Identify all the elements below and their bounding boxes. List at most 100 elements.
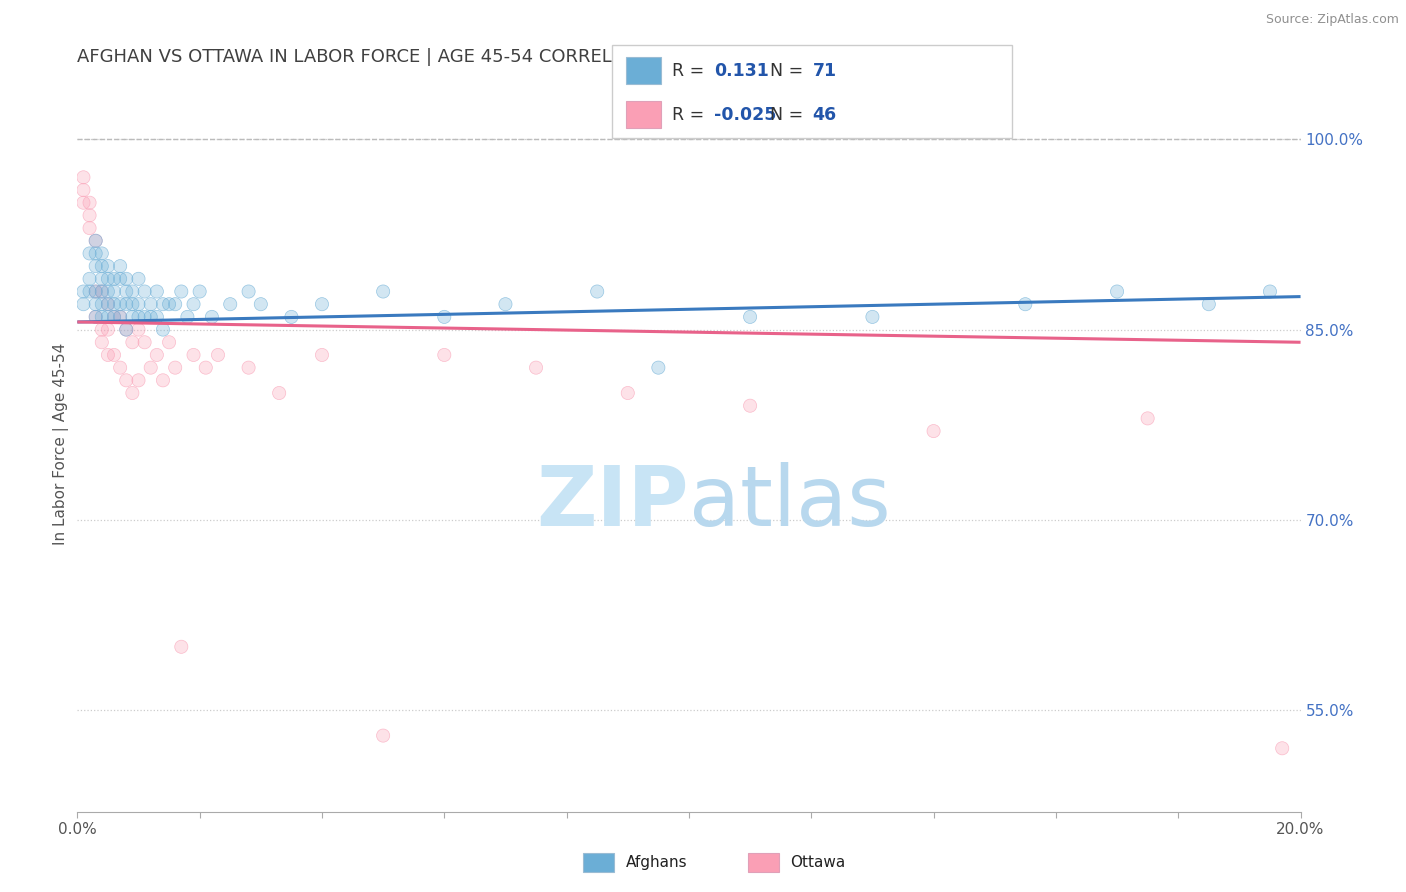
Point: [740, 310, 762, 324]
Point: [127, 272, 149, 286]
Point: [165, 360, 187, 375]
Text: R =: R =: [672, 106, 710, 124]
Point: [127, 310, 149, 324]
Point: [121, 386, 143, 401]
Point: [103, 297, 125, 311]
Point: [97, 297, 120, 311]
Point: [90, 310, 112, 324]
Point: [84, 259, 107, 273]
Point: [84, 234, 107, 248]
Point: [647, 360, 669, 375]
Point: [108, 259, 131, 273]
Point: [139, 360, 162, 375]
Point: [371, 285, 394, 299]
Point: [115, 297, 138, 311]
Point: [1198, 297, 1220, 311]
Point: [97, 322, 120, 336]
Point: [108, 272, 131, 286]
Point: [115, 297, 138, 311]
Point: [152, 297, 174, 311]
Point: [176, 310, 198, 324]
Point: [121, 310, 143, 324]
Point: [1258, 285, 1281, 299]
Point: [115, 322, 138, 336]
Point: [79, 195, 101, 210]
Point: [90, 285, 112, 299]
Text: 46: 46: [813, 106, 837, 124]
Point: [121, 297, 143, 311]
Point: [311, 348, 333, 362]
Point: [72, 183, 94, 197]
Point: [433, 310, 456, 324]
Point: [90, 272, 112, 286]
Point: [72, 195, 94, 210]
Point: [79, 221, 101, 235]
Point: [127, 373, 149, 387]
Point: [79, 285, 101, 299]
Point: [371, 729, 394, 743]
Point: [146, 285, 169, 299]
Point: [72, 285, 94, 299]
Point: [201, 310, 224, 324]
Point: [108, 310, 131, 324]
Point: [740, 310, 762, 324]
Point: [103, 272, 125, 286]
Point: [139, 297, 162, 311]
Point: [495, 297, 517, 311]
Point: [152, 322, 174, 336]
Text: N =: N =: [770, 62, 810, 79]
Point: [84, 285, 107, 299]
Point: [97, 297, 120, 311]
Text: Source: ZipAtlas.com: Source: ZipAtlas.com: [1265, 13, 1399, 27]
Point: [121, 335, 143, 350]
Point: [115, 272, 138, 286]
Point: [433, 348, 456, 362]
Point: [103, 310, 125, 324]
Point: [524, 360, 547, 375]
Point: [103, 297, 125, 311]
Point: [134, 335, 156, 350]
Point: [72, 297, 94, 311]
Point: [134, 335, 156, 350]
Point: [280, 310, 302, 324]
Text: ZIP: ZIP: [537, 462, 689, 543]
Text: AFGHAN VS OTTAWA IN LABOR FORCE | AGE 45-54 CORRELATION CHART: AFGHAN VS OTTAWA IN LABOR FORCE | AGE 45…: [77, 48, 734, 66]
Point: [165, 297, 187, 311]
Point: [1014, 297, 1036, 311]
Point: [79, 285, 101, 299]
Point: [127, 322, 149, 336]
Point: [72, 195, 94, 210]
Point: [219, 297, 242, 311]
Point: [115, 373, 138, 387]
Point: [108, 310, 131, 324]
Point: [1271, 741, 1294, 756]
Point: [922, 424, 945, 438]
Point: [115, 322, 138, 336]
Point: [90, 285, 112, 299]
Point: [152, 373, 174, 387]
Point: [269, 386, 291, 401]
Point: [108, 297, 131, 311]
Point: [97, 272, 120, 286]
Point: [72, 170, 94, 185]
Point: [97, 348, 120, 362]
Point: [207, 348, 229, 362]
Point: [108, 259, 131, 273]
Point: [90, 246, 112, 260]
Point: [127, 297, 149, 311]
Point: [311, 297, 333, 311]
Point: [103, 348, 125, 362]
Point: [127, 310, 149, 324]
Point: [97, 297, 120, 311]
Point: [740, 399, 762, 413]
Point: [201, 310, 224, 324]
Point: [115, 272, 138, 286]
Point: [84, 310, 107, 324]
Point: [1014, 297, 1036, 311]
Point: [121, 285, 143, 299]
Point: [90, 285, 112, 299]
Point: [1136, 411, 1159, 425]
Point: [139, 310, 162, 324]
Point: [134, 310, 156, 324]
Point: [207, 348, 229, 362]
